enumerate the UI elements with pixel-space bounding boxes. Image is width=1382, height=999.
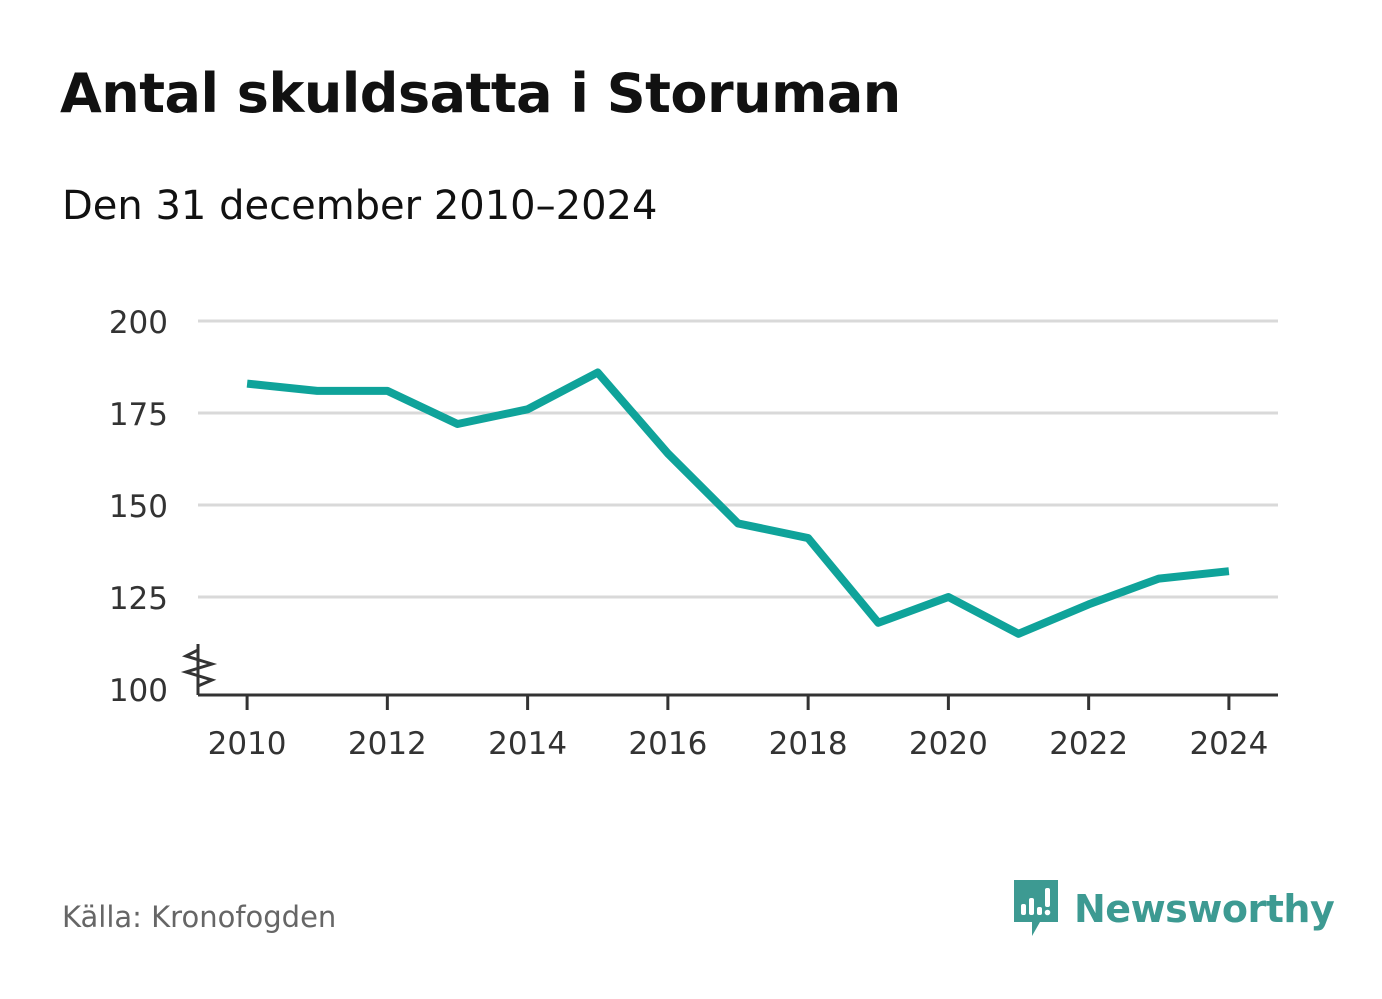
x-tick-label: 2018 [769,726,848,762]
data-point-2015 [594,369,602,377]
data-point-2022 [1085,600,1093,608]
data-point-2018 [804,534,812,542]
x-tick-label: 2020 [909,726,988,762]
y-tick-label: 125 [109,581,168,617]
chart-title: Antal skuldsatta i Storuman [60,62,901,125]
y-tick-label: 150 [109,489,168,525]
y-axis-labels: 100 125 150 175 200 [109,305,168,709]
y-tick-label: 200 [109,305,168,341]
x-tick-label: 2014 [488,726,567,762]
line-chart: 100 125 150 175 200 2010 2012 2014 2016 2018 2020… [109,305,1278,762]
data-point-2010 [243,380,251,388]
x-tick-label: 2010 [208,726,287,762]
axis-break-icon [180,646,218,690]
y-tick-label: 175 [109,397,168,433]
series-line-0 [246,368,1230,638]
data-point-2017 [734,519,742,527]
data-point-2012 [383,387,391,395]
y-tick-label: 100 [109,673,168,709]
data-point-2024 [1225,567,1233,575]
x-axis [180,644,1278,710]
data-point-2016 [664,449,672,457]
data-point-2011 [313,387,321,395]
series-layer [243,368,1233,638]
x-tick-label: 2012 [348,726,427,762]
x-axis-labels: 2010 2012 2014 2016 2018 2020 2022 2024 [208,726,1269,762]
source-note: Källa: Kronofogden [62,900,337,934]
data-point-2014 [524,405,532,413]
data-point-2019 [874,619,882,627]
newsworthy-logo-icon [1014,880,1058,936]
brand-name: Newsworthy [1074,887,1335,931]
grid-lines [198,319,1278,599]
chart-subtitle: Den 31 december 2010–2024 [62,183,658,229]
x-tick-label: 2024 [1189,726,1268,762]
data-point-2020 [944,593,952,601]
data-point-2021 [1015,630,1023,638]
x-tick-label: 2022 [1049,726,1128,762]
x-tick-label: 2016 [628,726,707,762]
brand-logo: Newsworthy [1010,878,1335,940]
data-point-2013 [453,420,461,428]
data-point-2023 [1155,575,1163,583]
